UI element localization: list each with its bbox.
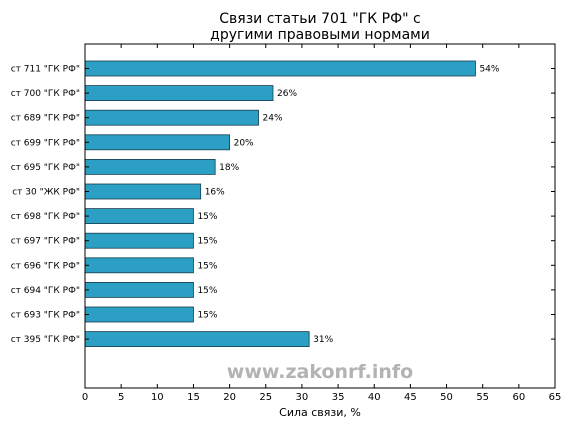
bar [84, 281, 194, 298]
data-label: 18% [219, 163, 239, 173]
x-tick-label: 55 [476, 392, 489, 403]
bar [84, 331, 310, 348]
data-label: 15% [197, 212, 217, 222]
chart-title-line-2: другими правовыми нормами [210, 27, 430, 43]
category-label: ст 693 "ГК РФ" [11, 311, 80, 321]
x-tick-label: 40 [368, 392, 381, 403]
category-label: ст 700 "ГК РФ" [11, 89, 80, 99]
category-label: ст 395 "ГК РФ" [11, 335, 80, 345]
data-label: 24% [263, 114, 283, 124]
data-label: 20% [234, 138, 254, 148]
category-label: ст 711 "ГК РФ" [11, 65, 80, 75]
data-label: 15% [197, 286, 217, 296]
x-tick-label: 65 [549, 392, 562, 403]
data-label: 31% [313, 335, 333, 345]
bar [84, 134, 231, 151]
category-label: ст 694 "ГК РФ" [11, 286, 80, 296]
x-tick-label: 25 [259, 392, 272, 403]
bar [84, 85, 274, 101]
bar [84, 60, 476, 77]
x-tick-label: 10 [151, 392, 164, 403]
bar [84, 183, 202, 200]
data-label: 15% [197, 261, 217, 271]
bar [84, 208, 194, 225]
category-label: ст 697 "ГК РФ" [11, 237, 80, 247]
bar [84, 257, 194, 274]
x-tick-label: 20 [223, 392, 236, 403]
category-label: ст 30 "ЖК РФ" [12, 188, 80, 198]
category-label: ст 696 "ГК РФ" [11, 261, 80, 271]
data-label: 54% [479, 65, 499, 75]
x-tick-label: 0 [82, 392, 88, 403]
x-tick-label: 15 [187, 392, 200, 403]
bar [84, 158, 216, 175]
data-label: 15% [197, 311, 217, 321]
x-tick-label: 50 [440, 392, 453, 403]
data-label: 15% [197, 237, 217, 247]
bar [84, 109, 259, 126]
x-tick-label: 30 [296, 392, 309, 403]
category-label: ст 699 "ГК РФ" [11, 138, 80, 148]
category-label: ст 689 "ГК РФ" [11, 114, 80, 124]
data-label: 16% [205, 188, 225, 198]
bar [84, 232, 194, 249]
x-axis-label: Сила связи, % [279, 406, 361, 419]
category-label: ст 698 "ГК РФ" [11, 212, 80, 222]
x-tick-label: 45 [404, 392, 417, 403]
category-label: ст 695 "ГК РФ" [11, 163, 80, 173]
x-tick-label: 35 [332, 392, 345, 403]
data-label: 26% [277, 89, 297, 99]
x-tick-label: 60 [512, 392, 525, 403]
watermark-text: www.zakonrf.info [227, 361, 413, 383]
x-tick-label: 5 [118, 392, 124, 403]
bar [84, 306, 194, 323]
chart-title-line-1: Связи статьи 701 "ГК РФ" с [219, 11, 420, 27]
